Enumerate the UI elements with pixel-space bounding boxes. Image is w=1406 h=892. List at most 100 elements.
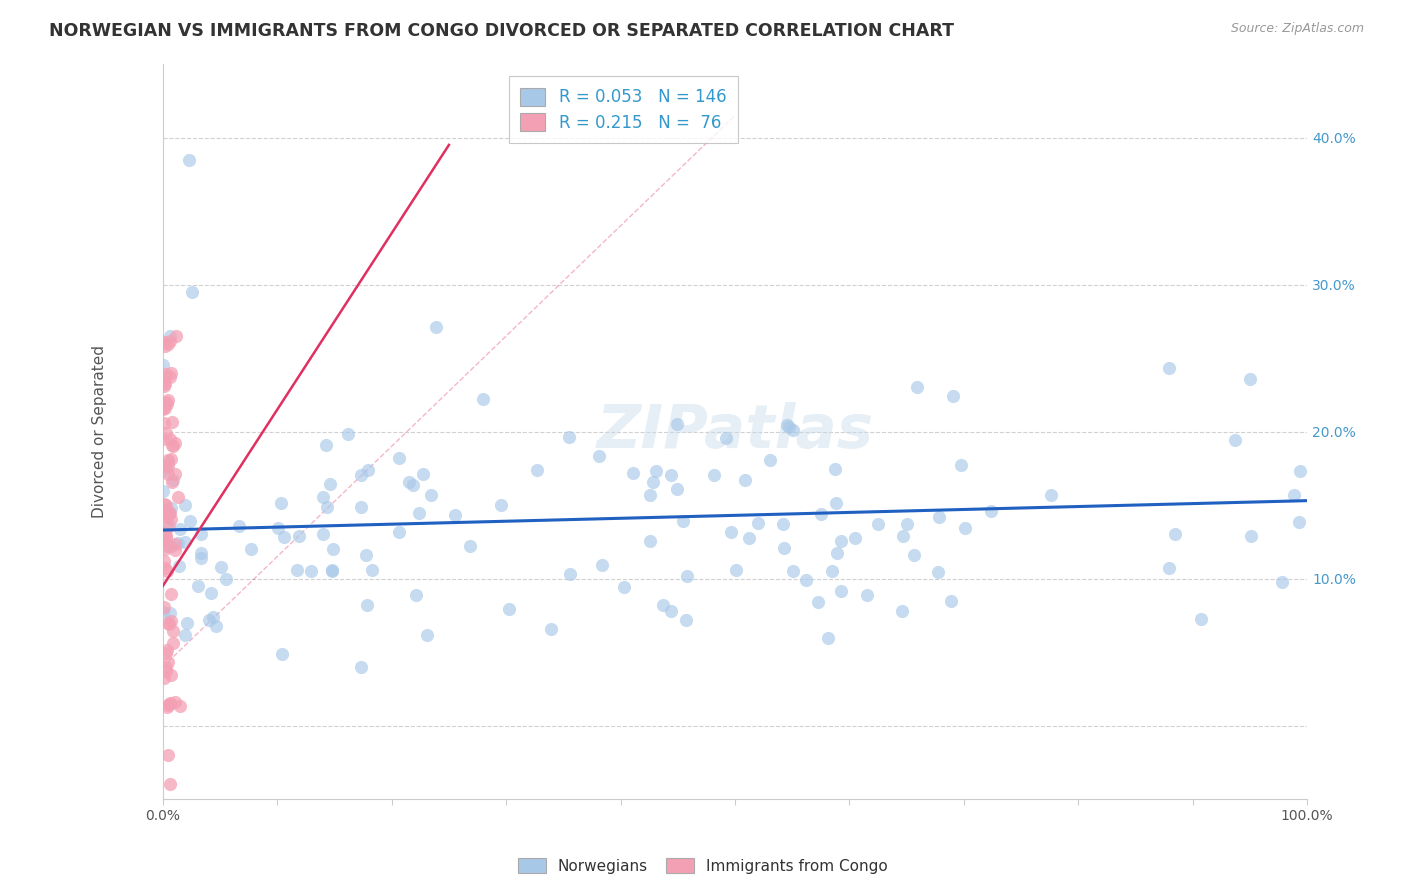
Point	[162, 439, 184, 453]
Point	[703, 468, 725, 483]
Point	[162, 438, 184, 452]
Point	[271, 647, 294, 661]
Point	[155, 646, 177, 660]
Point	[725, 563, 748, 577]
Point	[939, 594, 962, 608]
Point	[163, 695, 186, 709]
Point	[156, 455, 179, 469]
Point	[163, 435, 186, 450]
Point	[672, 514, 695, 528]
Point	[759, 453, 782, 467]
Point	[169, 698, 191, 713]
Point	[157, 506, 180, 520]
Point	[160, 501, 183, 516]
Point	[321, 563, 343, 577]
Point	[443, 508, 465, 522]
Point	[591, 558, 613, 573]
Point	[830, 533, 852, 548]
Point	[942, 389, 965, 403]
Point	[165, 329, 187, 343]
Point	[270, 496, 292, 510]
Point	[156, 565, 179, 579]
Point	[1157, 361, 1180, 376]
Point	[160, 475, 183, 490]
Point	[153, 526, 176, 541]
Point	[927, 565, 949, 579]
Point	[152, 533, 174, 548]
Point	[159, 512, 181, 526]
Point	[388, 524, 411, 539]
Point	[157, 518, 180, 533]
Point	[613, 580, 636, 594]
Point	[1288, 516, 1310, 530]
Point	[638, 488, 661, 502]
Point	[201, 609, 224, 624]
Point	[155, 529, 177, 543]
Point	[821, 564, 844, 578]
Point	[160, 415, 183, 429]
Point	[844, 531, 866, 545]
Point	[1157, 560, 1180, 574]
Text: Source: ZipAtlas.com: Source: ZipAtlas.com	[1230, 22, 1364, 36]
Point	[187, 579, 209, 593]
Point	[157, 539, 180, 553]
Point	[425, 320, 447, 334]
Point	[152, 402, 174, 417]
Point	[160, 587, 183, 601]
Point	[775, 418, 797, 433]
Point	[794, 573, 817, 587]
Point	[356, 598, 378, 612]
Point	[350, 660, 373, 674]
Point	[891, 529, 914, 543]
Point	[155, 397, 177, 411]
Point	[156, 655, 179, 669]
Point	[903, 548, 925, 562]
Point	[714, 431, 737, 445]
Point	[156, 747, 179, 762]
Point	[163, 467, 186, 481]
Point	[557, 430, 579, 444]
Point	[159, 507, 181, 521]
Point	[312, 490, 335, 504]
Point	[167, 559, 190, 574]
Point	[197, 613, 219, 627]
Point	[155, 367, 177, 381]
Point	[659, 467, 682, 482]
Point	[153, 339, 176, 353]
Point	[321, 564, 343, 578]
Point	[825, 496, 848, 510]
Point	[159, 433, 181, 447]
Point	[354, 549, 377, 563]
Point	[156, 615, 179, 630]
Point	[1271, 575, 1294, 590]
Point	[1239, 371, 1261, 385]
Point	[156, 467, 179, 482]
Point	[623, 466, 645, 480]
Point	[558, 566, 581, 581]
Point	[155, 425, 177, 440]
Point	[817, 632, 839, 646]
Point	[405, 588, 427, 602]
Point	[638, 534, 661, 549]
Point	[675, 614, 697, 628]
Point	[980, 504, 1002, 518]
Point	[905, 379, 928, 393]
Point	[153, 541, 176, 556]
Point	[174, 628, 197, 642]
Point	[174, 498, 197, 512]
Point	[666, 483, 689, 497]
Point	[782, 423, 804, 437]
Point	[179, 514, 201, 528]
Point	[315, 500, 337, 514]
Point	[1189, 613, 1212, 627]
Point	[1282, 488, 1305, 502]
Point	[159, 539, 181, 553]
Point	[167, 490, 190, 504]
Point	[176, 616, 198, 631]
Point	[471, 392, 494, 406]
Point	[155, 503, 177, 517]
Point	[159, 366, 181, 380]
Point	[891, 605, 914, 619]
Point	[408, 506, 430, 520]
Point	[772, 516, 794, 531]
